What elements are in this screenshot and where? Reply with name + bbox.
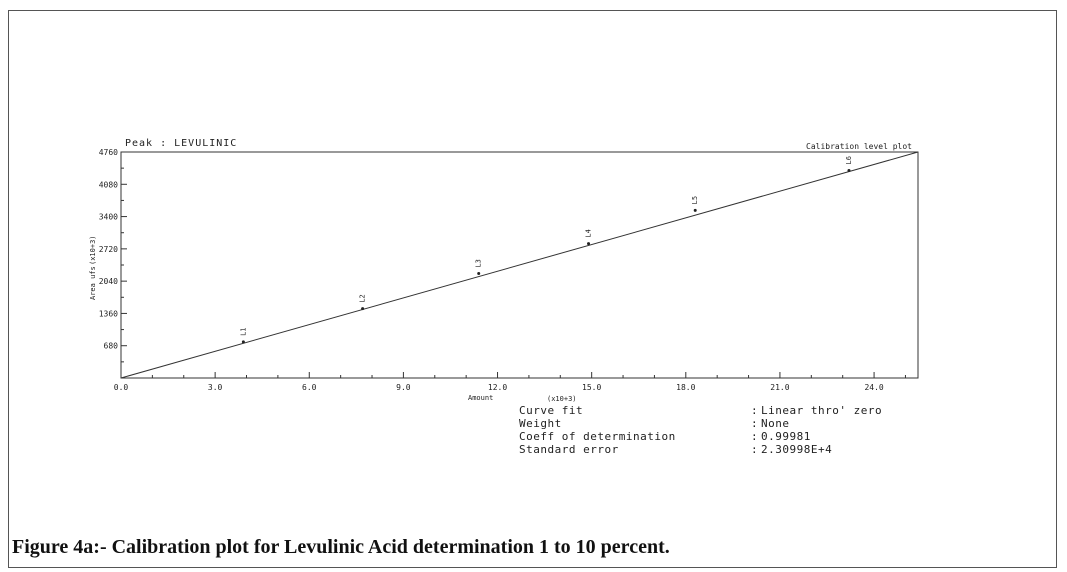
y-tick-label: 1360 <box>99 309 118 318</box>
data-point <box>361 307 365 311</box>
x-tick-label: 24.0 <box>864 383 883 392</box>
y-tick-label: 680 <box>104 342 119 351</box>
data-point-label: L6 <box>845 156 853 164</box>
stat-row-coeff: Coeff of determination : 0.99981 <box>519 430 882 443</box>
x-axis-ticks: 0.0 3.0 6.0 9.0 12.0 15.0 18.0 21.0 24.0 <box>114 372 906 392</box>
stat-separator: : <box>751 430 759 443</box>
x-axis-label: Amount <box>468 394 493 402</box>
fit-line <box>120 151 919 379</box>
chart-title: Peak : LEVULINIC <box>125 138 237 149</box>
fit-statistics: Curve fit : Linear thro' zero Weight : N… <box>519 404 882 456</box>
x-tick-label: 6.0 <box>302 383 317 392</box>
data-point <box>693 208 697 212</box>
data-point-label: L1 <box>239 327 247 335</box>
x-axis-scale: (x10+3) <box>547 395 577 403</box>
figure-frame <box>8 10 1057 568</box>
data-point <box>587 242 591 246</box>
x-tick-label: 15.0 <box>582 383 601 392</box>
stat-label: Standard error <box>519 443 619 456</box>
stat-separator: : <box>751 443 759 456</box>
stat-value: Linear thro' zero <box>761 404 883 417</box>
stat-row-std-error: Standard error : 2.30998E+4 <box>519 443 882 456</box>
stat-row-weight: Weight : None <box>519 417 882 430</box>
y-tick-label: 2040 <box>99 277 118 286</box>
x-tick-label: 9.0 <box>396 383 411 392</box>
data-point <box>477 272 481 276</box>
stat-value: None <box>761 417 790 430</box>
stat-row-curve-fit: Curve fit : Linear thro' zero <box>519 404 882 417</box>
y-tick-label: 4080 <box>99 180 118 189</box>
data-point <box>241 340 245 344</box>
y-axis-label: Area ufs <box>89 266 97 300</box>
stat-label: Curve fit <box>519 404 584 417</box>
x-tick-label: 18.0 <box>676 383 695 392</box>
chart-subtitle: Calibration level plot <box>806 142 912 151</box>
data-point-label: L5 <box>691 196 699 204</box>
stat-separator: : <box>751 404 759 417</box>
stat-value: 2.30998E+4 <box>761 443 833 456</box>
data-point <box>847 169 851 173</box>
stat-separator: : <box>751 417 759 430</box>
stat-label: Coeff of determination <box>519 430 676 443</box>
fit-line-group <box>120 151 919 379</box>
x-tick-label: 0.0 <box>114 383 129 392</box>
y-tick-label: 2720 <box>99 245 118 254</box>
x-tick-label: 21.0 <box>770 383 789 392</box>
y-axis-scale: (x10+3) <box>89 235 97 265</box>
x-tick-label: 12.0 <box>488 383 507 392</box>
stat-label: Weight <box>519 417 562 430</box>
figure-caption: Figure 4a:- Calibration plot for Levulin… <box>12 536 670 558</box>
stat-value: 0.99981 <box>761 430 811 443</box>
y-axis-ticks: 680 1360 2040 2720 3400 4080 4760 <box>99 148 127 363</box>
x-tick-label: 3.0 <box>208 383 223 392</box>
data-points: L1 L2 L3 L4 L5 L6 <box>239 156 853 344</box>
data-point-label: L3 <box>475 259 483 267</box>
y-tick-label: 4760 <box>99 148 118 157</box>
data-point-label: L4 <box>585 229 593 237</box>
data-point-label: L2 <box>359 294 367 302</box>
y-tick-label: 3400 <box>99 213 118 222</box>
